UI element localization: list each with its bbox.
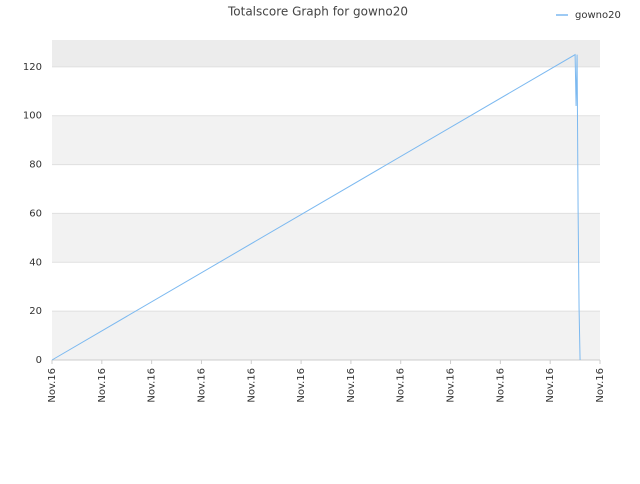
grid-band (52, 213, 600, 263)
x-tick-label: Nov.16 (296, 368, 307, 403)
line (51, 53, 581, 361)
chart-title: Totalscore Graph for gowno20 (227, 5, 408, 19)
x-tick-label: Nov.16 (446, 368, 457, 403)
x-tick-label: Nov.16 (346, 368, 357, 403)
grid-band (52, 311, 600, 360)
grid-band (52, 66, 600, 116)
y-tick-label: 80 (29, 160, 42, 171)
grid-band (52, 115, 600, 165)
grid-band (52, 164, 600, 214)
y-tick-label: 0 (36, 355, 42, 366)
y-tick-label: 20 (29, 306, 42, 317)
y-tick-label: 100 (23, 111, 42, 122)
x-tick-label: Nov.16 (97, 368, 108, 403)
y-tick-label: 40 (29, 257, 42, 268)
legend-label: gowno20 (575, 10, 621, 21)
x-tick-label: Nov.16 (147, 368, 158, 403)
x-tick-label: Nov.16 (47, 368, 58, 403)
y-tick-label: 120 (23, 62, 42, 73)
x-tick-label: Nov.16 (595, 368, 606, 403)
x-tick-label: Nov.16 (545, 368, 556, 403)
grid-band (52, 262, 600, 312)
x-tick-label: Nov.16 (495, 368, 506, 403)
x-tick-label: Nov.16 (196, 368, 207, 403)
y-tick-label: 60 (29, 208, 42, 219)
x-tick-label: Nov.16 (396, 368, 407, 403)
x-tick-label: Nov.16 (246, 368, 257, 403)
grid-band (52, 40, 600, 67)
